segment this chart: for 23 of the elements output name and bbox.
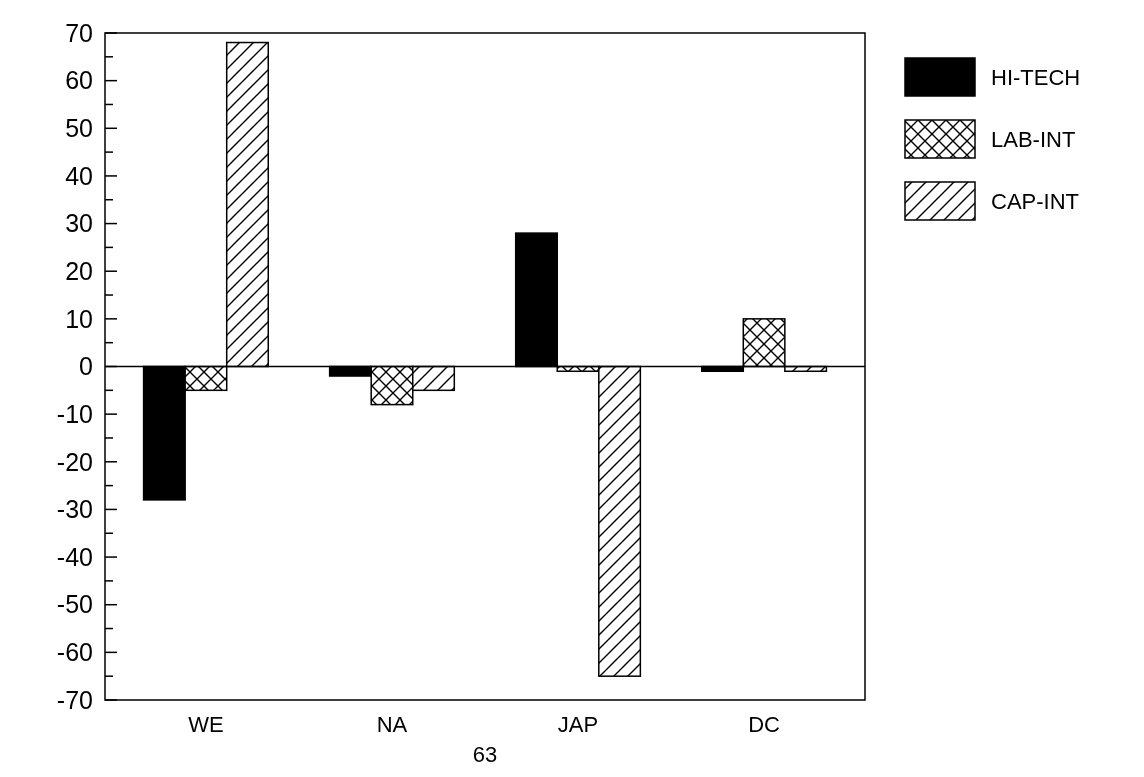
- y-tick-label: -60: [56, 638, 93, 667]
- y-tick-label: -40: [56, 542, 93, 571]
- y-tick-label: 40: [65, 161, 93, 190]
- y-tick-label: 30: [65, 209, 93, 238]
- legend-label: LAB-INT: [991, 126, 1076, 152]
- y-tick-label: -50: [56, 590, 93, 619]
- x-tick-label: DC: [748, 712, 781, 737]
- text: 63: [472, 742, 498, 767]
- y-tick-label: 60: [65, 66, 93, 95]
- y-tick-label: -30: [56, 495, 93, 524]
- y-tick-label: -10: [56, 399, 93, 428]
- y-tick-label: 50: [65, 114, 93, 143]
- x-tick-label: NA: [376, 712, 408, 737]
- y-tick-label: -70: [56, 685, 93, 714]
- legend-label: HI-TECH: [991, 64, 1081, 90]
- legend-label: CAP-INT: [991, 188, 1079, 214]
- y-tick-label: -20: [56, 447, 93, 476]
- x-tick-label: JAP: [557, 712, 599, 737]
- x-tick-label: WE: [188, 712, 224, 737]
- y-tick-label: 0: [79, 352, 93, 381]
- y-tick-label: 70: [65, 18, 93, 47]
- y-tick-label: 10: [65, 304, 93, 333]
- y-tick-label: 20: [65, 256, 93, 285]
